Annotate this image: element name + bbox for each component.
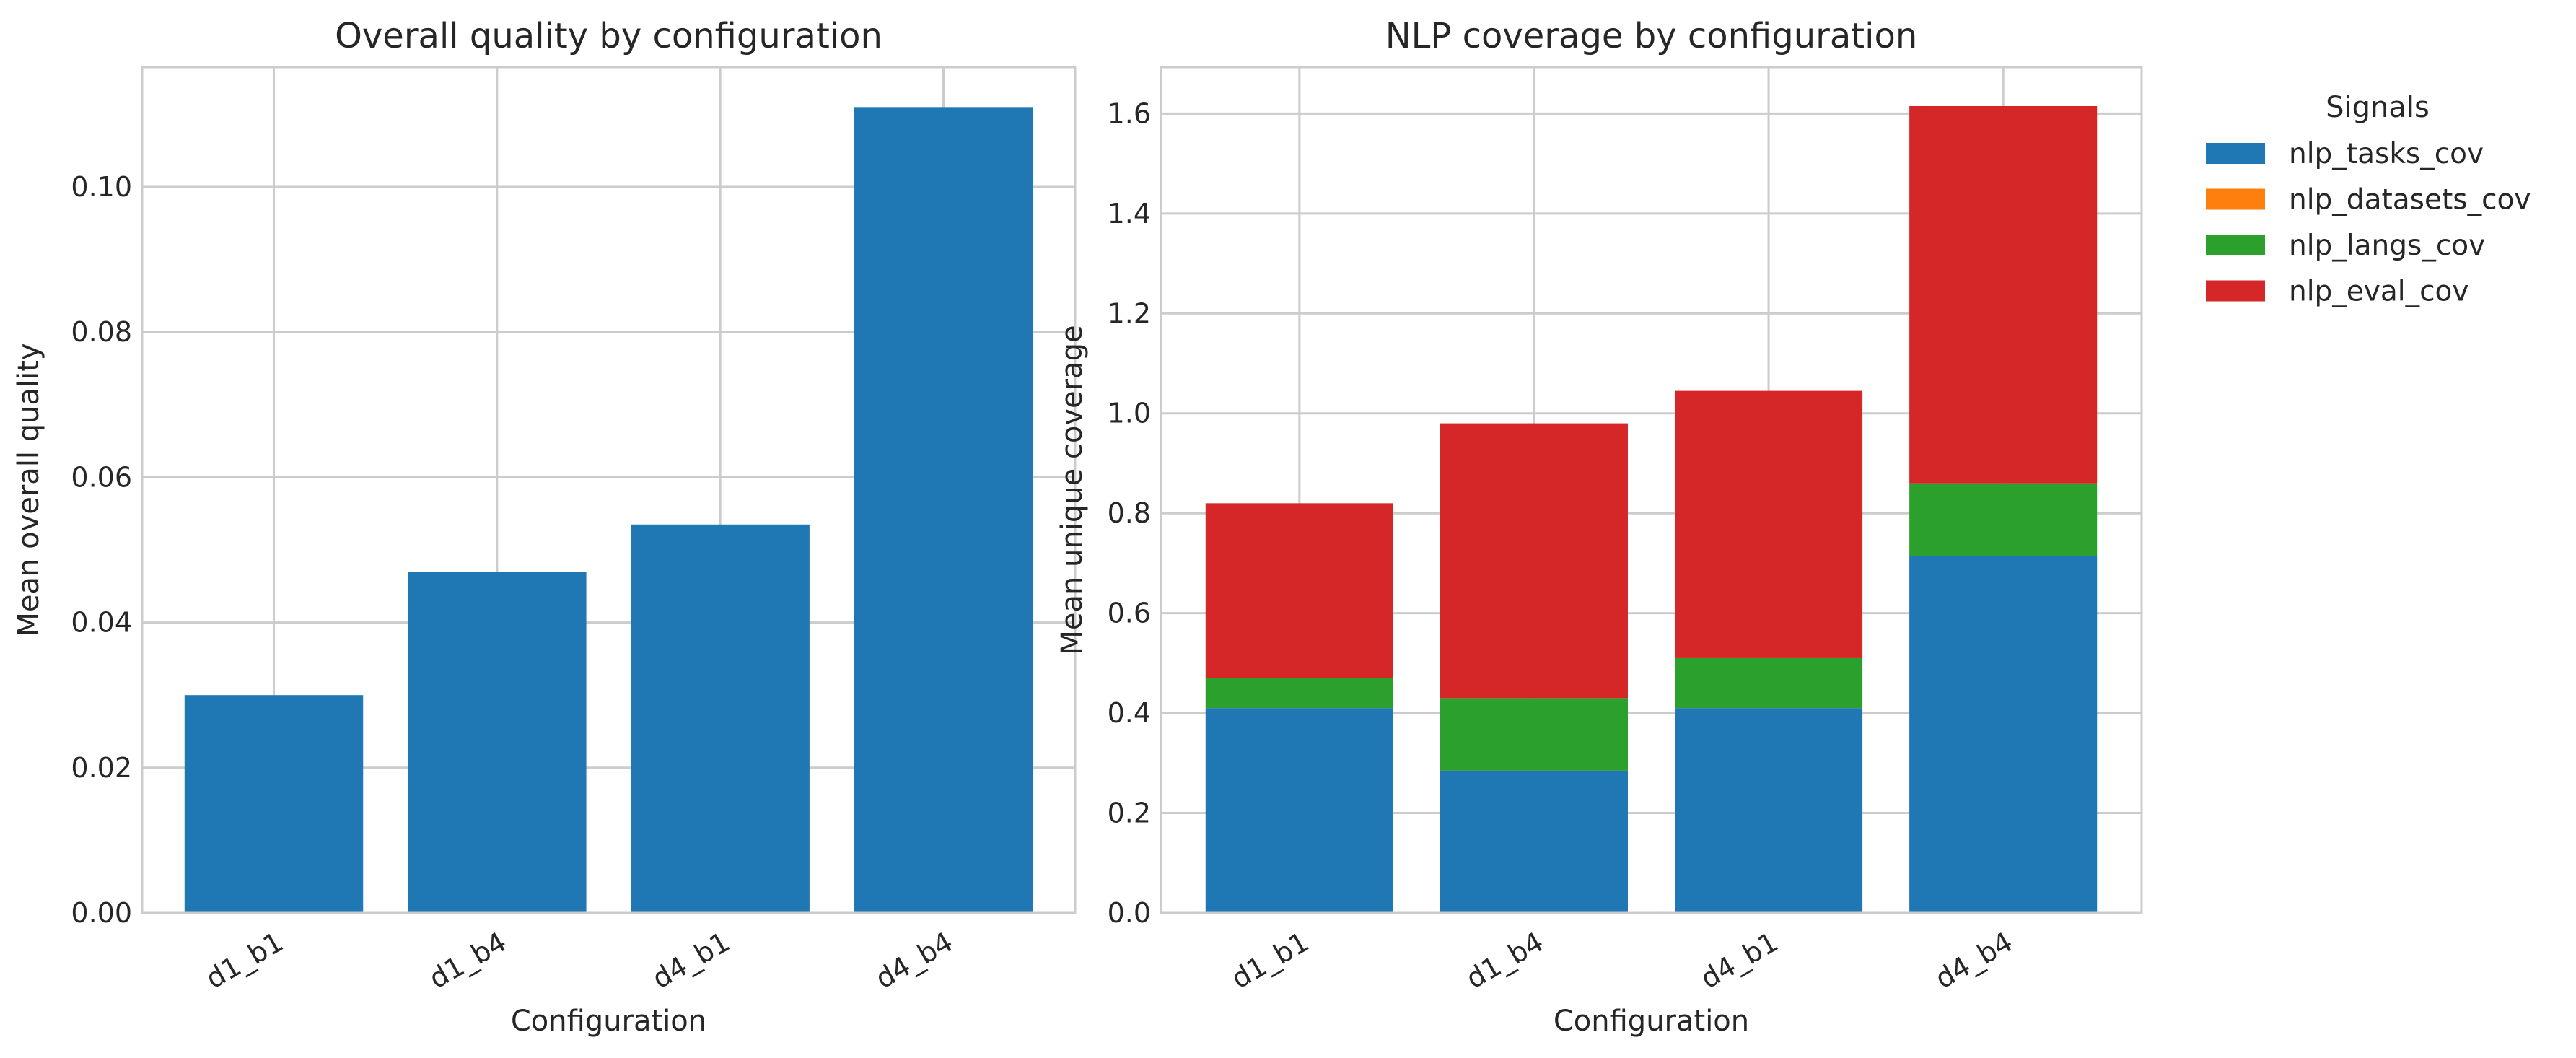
- bar-segment-nlp-tasks-cov-d4-b4: [1909, 556, 2098, 913]
- bar-d4-b4: [854, 107, 1033, 914]
- signals-legend: Signals nlp_tasks_cov nlp_datasets_cov nlp_…: [2206, 91, 2531, 308]
- y-tick-label: 0.6: [1108, 598, 1151, 629]
- legend-label: nlp_datasets_cov: [2289, 184, 2531, 217]
- bar-segment-nlp-tasks-cov-d4-b1: [1675, 708, 1863, 913]
- legend-label: nlp_langs_cov: [2289, 229, 2485, 262]
- y-tick-label: 0.10: [71, 171, 132, 203]
- y-axis-label: Mean overall quality: [12, 343, 45, 637]
- bar-segment-nlp-langs-cov-d4-b4: [1909, 483, 2098, 556]
- x-axis-label: Configuration: [511, 1005, 706, 1038]
- y-tick-label: 1.2: [1108, 297, 1151, 329]
- bar-d1-b1: [184, 695, 364, 913]
- plot-frame: [1160, 66, 2143, 914]
- bar-d4-b1: [631, 524, 810, 913]
- bar-segment-nlp-tasks-cov-d1-b4: [1440, 770, 1628, 913]
- y-axis-label: Mean unique coverage: [1056, 325, 1089, 655]
- y-tick-label: 0.8: [1108, 497, 1151, 529]
- bar-segment-nlp-eval-cov-d4-b4: [1909, 105, 2098, 484]
- legend-swatch-nlp-tasks-cov: [2206, 143, 2265, 164]
- y-tick-label: 0.0: [1108, 897, 1151, 929]
- bar-segment-nlp-eval-cov-d4-b1: [1675, 390, 1863, 658]
- bar-segment-nlp-langs-cov-d1-b1: [1205, 678, 1393, 709]
- bar-segment-nlp-langs-cov-d4-b1: [1675, 657, 1863, 709]
- legend-label: nlp_tasks_cov: [2289, 138, 2484, 170]
- legend-label: nlp_eval_cov: [2289, 276, 2469, 308]
- bar-segment-nlp-langs-cov-d1-b4: [1440, 698, 1628, 771]
- y-tick-label: 0.04: [71, 607, 132, 639]
- y-tick-label: 0.02: [71, 752, 132, 784]
- y-tick-label: 1.4: [1108, 198, 1151, 229]
- bar-segment-nlp-tasks-cov-d1-b1: [1205, 708, 1393, 913]
- y-tick-label: 1.0: [1108, 398, 1151, 429]
- chart-title: NLP coverage by configuration: [1385, 16, 1917, 56]
- legend-swatch-nlp-langs-cov: [2206, 235, 2265, 255]
- y-tick-label: 0.08: [71, 316, 132, 348]
- bar-segment-nlp-eval-cov-d1-b1: [1205, 503, 1393, 678]
- bar-d1-b4: [408, 572, 587, 913]
- bar-segment-nlp-eval-cov-d1-b4: [1440, 423, 1628, 699]
- legend-swatch-nlp-eval-cov: [2206, 280, 2265, 302]
- chart-title: Overall quality by configuration: [335, 16, 882, 56]
- y-tick-label: 0.2: [1108, 797, 1151, 829]
- y-tick-label: 1.6: [1108, 97, 1151, 129]
- legend-swatch-nlp-datasets-cov: [2206, 188, 2265, 210]
- y-tick-label: 0.06: [71, 461, 132, 493]
- y-tick-label: 0.4: [1108, 697, 1151, 729]
- x-axis-label: Configuration: [1554, 1005, 1749, 1038]
- y-tick-label: 0.00: [71, 897, 132, 929]
- plot-frame: [141, 66, 1077, 914]
- legend-title: Signals: [2326, 91, 2430, 124]
